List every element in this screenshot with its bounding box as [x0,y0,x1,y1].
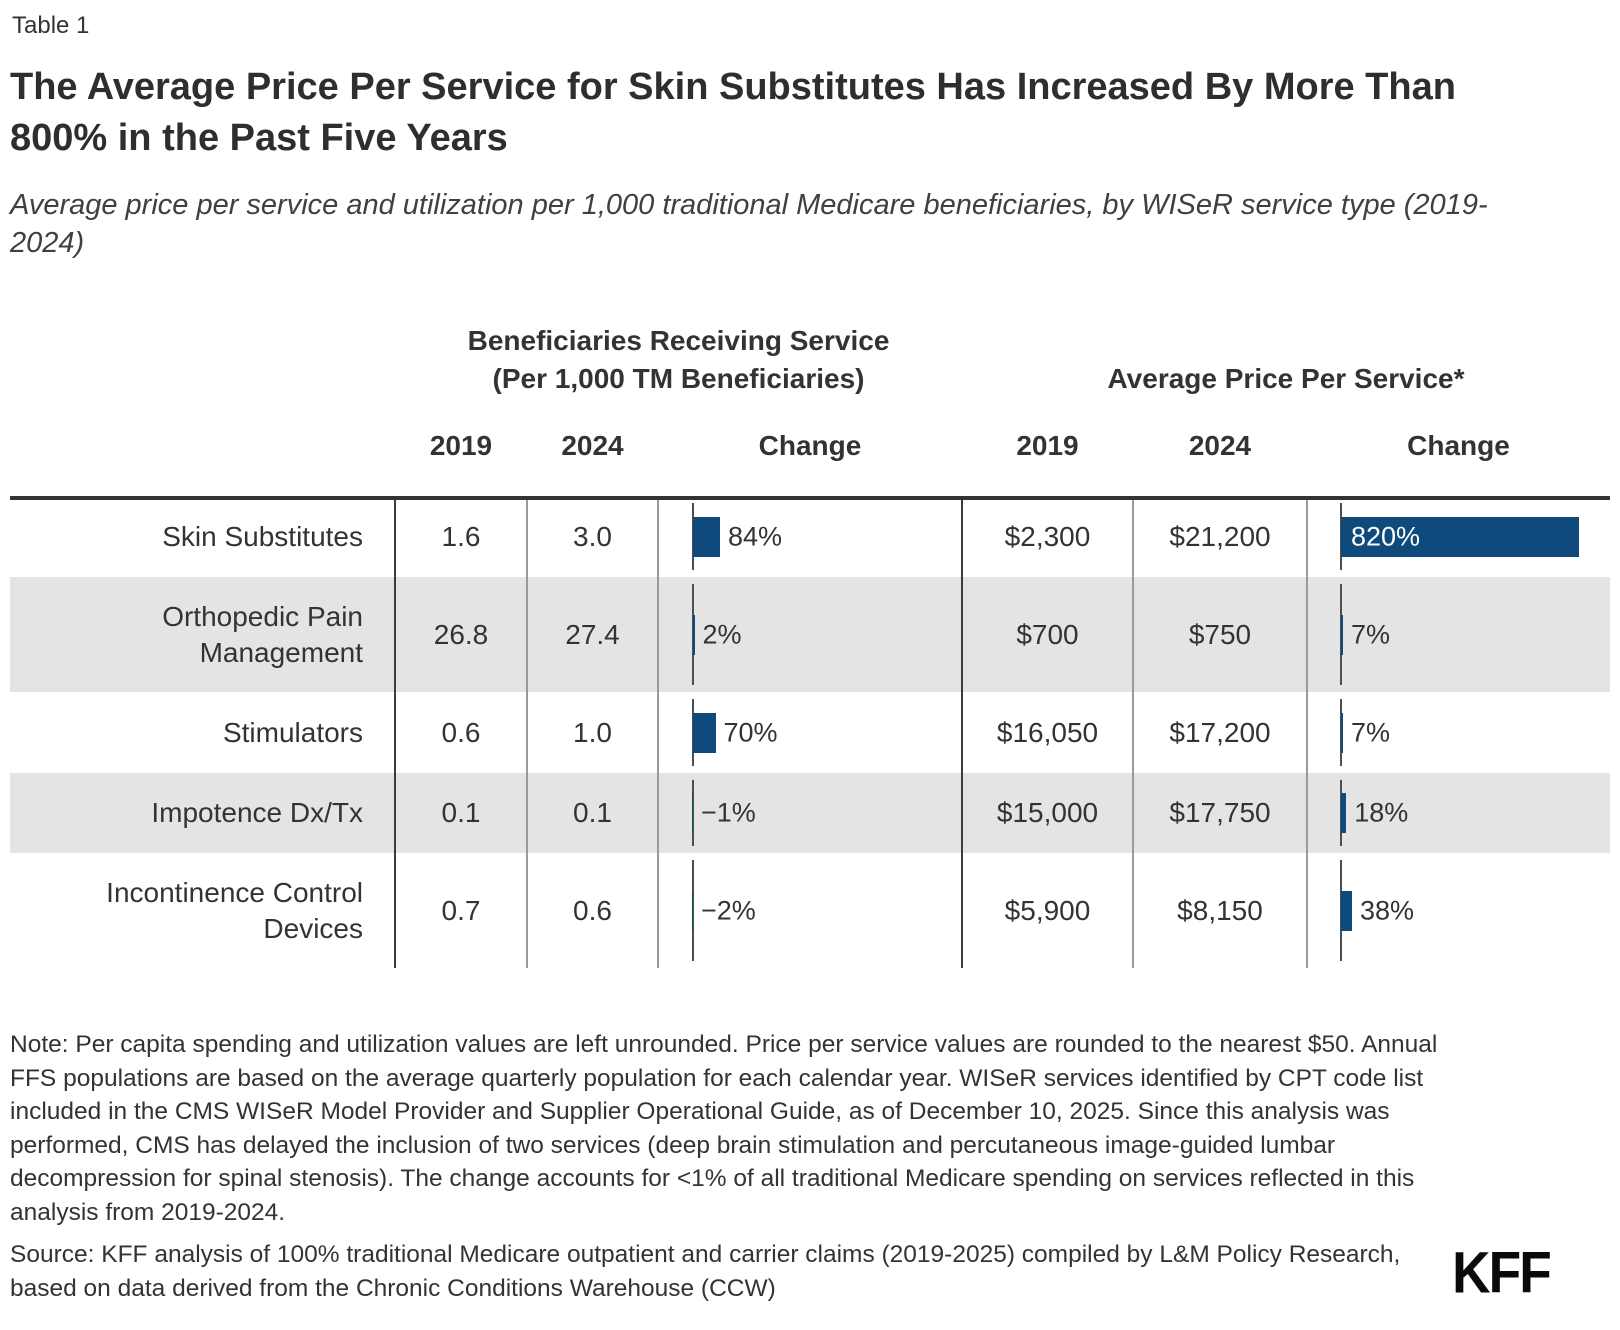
note-text: Note: Per capita spending and utilizatio… [10,1031,1438,1226]
cell-price-2019: $16,050 [996,716,1099,748]
column-divider [394,496,396,968]
cell-price-change: 7% [1307,577,1610,692]
cell-price-change: 820% [1307,496,1610,577]
col-header-price-change: Change [1407,430,1510,461]
cell-util-change: −2% [658,853,962,968]
cell-price-2024: $17,200 [1169,716,1271,748]
col-header-util-2019: 2019 [429,430,493,461]
group-header-price: Average Price Per Service* [1107,363,1465,394]
table-row: Stimulators 0.6 1.0 70% $16,050 $17,200 7% [10,692,1610,773]
cell-util-2024: 0.1 [573,797,612,828]
table-row: Incontinence Control Devices 0.7 0.6 −2% $5,… [10,853,1610,968]
utilization-change-bar [691,793,693,833]
price-change-label: 820% [1351,521,1421,551]
utilization-change-label: 2% [702,619,742,649]
cell-price-2024: $17,750 [1169,797,1271,828]
table-row: Skin Substitutes 1.6 3.0 84% $2,300 $21,200 82… [10,496,1610,577]
table-kicker: Table 1 [12,12,90,39]
cell-price-change: 7% [1307,692,1610,773]
table-row: Impotence Dx/Tx 0.1 0.1 −1% $15,000 $17,750 18… [10,773,1610,853]
price-change-bar [1341,614,1344,655]
col-header-util-change: Change [758,430,862,461]
page-subtitle: Average price per service and utilizatio… [10,189,1488,259]
cell-util-2024: 27.4 [565,618,620,650]
cell-price-2019: $15,000 [996,797,1099,828]
utilization-change-label: 70% [723,717,778,747]
col-header-price-2019: 2019 [1016,430,1079,461]
data-table: Skin Substitutes 1.6 3.0 84% $2,300 $21,200 82… [10,496,1610,968]
row-label: Impotence Dx/Tx [151,797,363,828]
utilization-change-label: −2% [701,895,756,925]
col-header-util-2024: 2024 [561,430,624,461]
cell-util-2019: 0.1 [441,797,481,828]
cell-util-change: −1% [658,773,962,853]
row-label: Orthopedic Pain Management [162,600,363,668]
cell-util-2024: 0.6 [573,894,612,926]
price-change-bar [1341,793,1347,833]
column-divider [961,496,963,968]
cell-price-2024: $8,150 [1177,894,1263,926]
price-change-label: 38% [1360,895,1415,925]
column-divider [1306,496,1308,968]
cell-price-2024: $750 [1188,618,1252,650]
cell-util-2019: 1.6 [441,520,481,552]
price-change-label: 7% [1351,717,1391,747]
cell-price-2024: $21,200 [1169,520,1271,552]
cell-util-2024: 3.0 [573,520,612,552]
page-title: The Average Price Per Service for Skin S… [10,66,1456,159]
cell-price-2019: $5,900 [1004,894,1091,926]
group-header-beneficiaries-line2: (Per 1,000 TM Beneficiaries) [492,363,865,394]
cell-util-2019: 26.8 [433,618,489,650]
table-row: Orthopedic Pain Management 26.8 27.4 2% $700… [10,577,1610,692]
utilization-change-bar [693,516,720,557]
cell-util-2019: 0.6 [441,716,481,748]
source-text: Source: KFF analysis of 100% traditional… [10,1241,1401,1302]
cell-price-2019: $2,300 [1004,520,1091,552]
cell-util-2024: 1.0 [573,716,612,748]
price-change-bar [1341,712,1344,753]
cell-util-change: 70% [658,692,962,773]
price-change-label: 18% [1354,797,1409,828]
row-label: Skin Substitutes [162,520,363,552]
cell-price-2019: $700 [1016,618,1079,650]
utilization-change-bar [691,890,693,931]
cell-util-change: 2% [658,577,962,692]
utilization-change-label: 84% [728,521,783,551]
zero-axis-line [692,860,694,961]
cell-price-change: 18% [1307,773,1610,853]
kff-logo: KFF [1452,1239,1552,1306]
cell-util-2019: 0.7 [441,894,481,926]
column-divider [526,496,528,968]
table-top-border [10,496,1610,500]
zero-axis-line [692,780,694,846]
row-label: Incontinence Control Devices [106,876,363,944]
group-header-beneficiaries-line1: Beneficiaries Receiving Service [467,325,890,356]
cell-util-change: 84% [658,496,962,577]
row-label: Stimulators [222,716,363,748]
price-change-label: 7% [1351,619,1391,649]
group-header-beneficiaries: Beneficiaries Receiving Service (Per 1,0… [395,322,962,398]
utilization-change-bar [693,614,695,655]
column-divider [657,496,659,968]
price-change-bar [1341,890,1353,931]
cell-price-change: 38% [1307,853,1610,968]
col-header-price-2024: 2024 [1188,430,1252,461]
utilization-change-label: −1% [701,797,756,828]
utilization-change-bar [693,712,716,753]
column-divider [1132,496,1134,968]
price-change-bar [1341,516,1579,557]
